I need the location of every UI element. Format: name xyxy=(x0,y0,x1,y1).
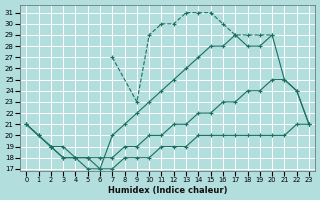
X-axis label: Humidex (Indice chaleur): Humidex (Indice chaleur) xyxy=(108,186,228,195)
